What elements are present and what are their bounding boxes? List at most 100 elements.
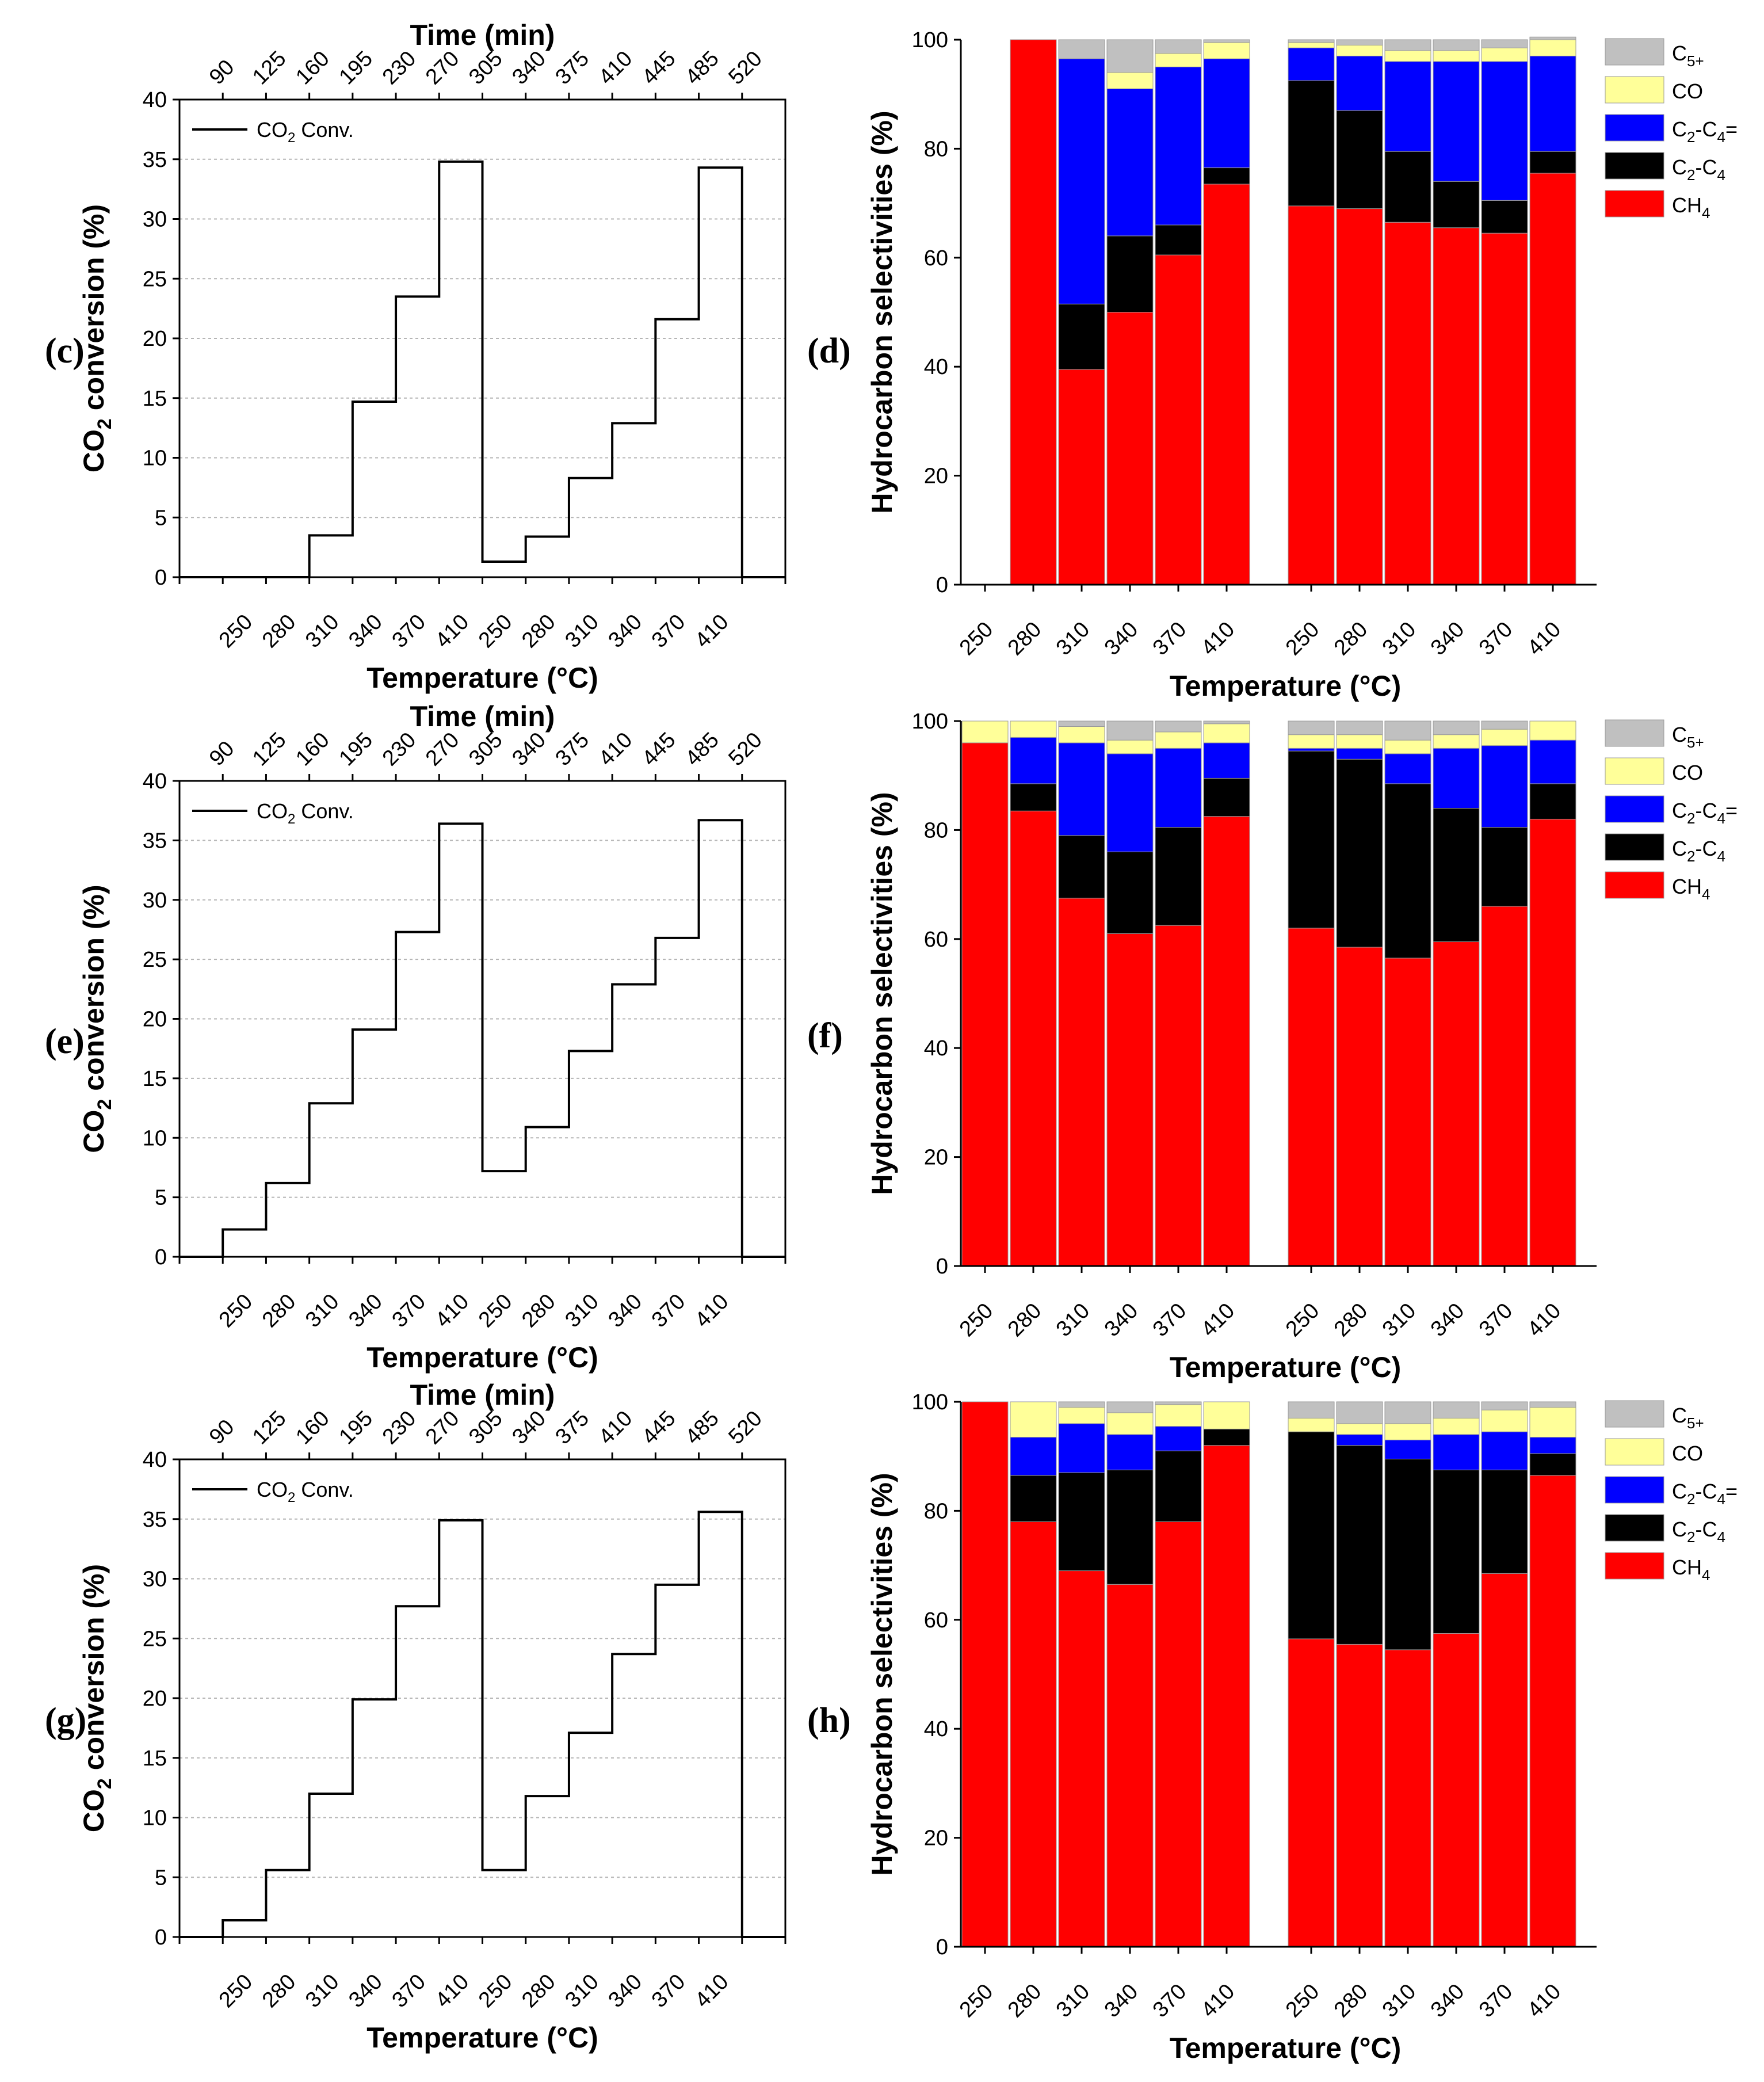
x-tick-label: 280 [1330, 617, 1373, 661]
bar-segment [1155, 39, 1202, 54]
bar-segment [1529, 1406, 1576, 1438]
bar-segment [1155, 224, 1202, 256]
bar-segment [1203, 184, 1250, 585]
bar-segment [1384, 1423, 1431, 1440]
bar-segment [1010, 810, 1057, 1267]
y-tick-label: 30 [143, 208, 167, 232]
bar-segment [1529, 151, 1576, 174]
bar-segment [1336, 39, 1383, 45]
top-tick-label: 125 [248, 47, 291, 90]
bar-segment [1058, 1406, 1105, 1424]
y-tick-label: 15 [143, 1747, 167, 1771]
y-tick-label: 20 [143, 1687, 167, 1711]
legend-swatch [1605, 757, 1664, 785]
conversion-step-line [180, 160, 785, 578]
x-tick-label: 280 [258, 1970, 301, 2013]
legend-label: C5+ [1672, 723, 1704, 751]
panel-letter: (h) [807, 1701, 851, 1740]
bar-segment [1058, 835, 1105, 899]
top-tick-label: 485 [681, 728, 724, 771]
x-tick-label: 340 [1426, 1299, 1469, 1342]
bar-segment [1433, 1434, 1480, 1470]
legend-swatch [1605, 1438, 1664, 1466]
x-tick-label: 370 [1475, 617, 1518, 661]
bar-segment [1010, 39, 1057, 585]
x-tick-label: 310 [301, 1290, 344, 1333]
bar-segment [1010, 1475, 1057, 1522]
y-axis-title: Hydrocarbon selectivities (%) [866, 1473, 898, 1875]
x-tick-label: 410 [1197, 617, 1240, 661]
x-tick-label: 410 [690, 1290, 734, 1333]
y-tick-label: 25 [143, 267, 167, 291]
bar-segment [1106, 1469, 1154, 1585]
top-tick-label: 340 [507, 47, 551, 90]
bar-segment [1288, 734, 1335, 749]
bar-segment [1336, 208, 1383, 585]
x-tick-label: 370 [647, 1290, 690, 1333]
top-tick-label: 160 [291, 47, 334, 90]
legend-label: C2-C4= [1672, 799, 1738, 827]
x-tick-label: 340 [344, 1290, 387, 1333]
bar-segment [1288, 750, 1335, 929]
bar-segment [1433, 1633, 1480, 1947]
conversion-step-line [180, 1511, 785, 1938]
legend-swatch [1605, 719, 1664, 747]
x-tick-label: 410 [431, 1970, 474, 2013]
y-tick-label: 15 [143, 1067, 167, 1091]
bar-segment [1058, 726, 1105, 743]
bar-segment [1288, 47, 1335, 81]
bar-segment [1203, 1401, 1250, 1429]
top-tick-label: 445 [637, 47, 681, 90]
bar-segment [1155, 731, 1202, 749]
bar-segment [1106, 739, 1154, 754]
top-tick-label: 270 [421, 728, 464, 771]
bar-segment [1529, 173, 1576, 585]
bar-segment [1433, 50, 1480, 62]
bar-segment [1481, 906, 1528, 1267]
x-tick-label: 410 [431, 1290, 474, 1333]
y-tick-label: 30 [143, 1568, 167, 1592]
y-axis-title: CO2 conversion (%) [78, 204, 116, 472]
x-tick-label: 310 [1378, 617, 1421, 661]
legend-swatch [1605, 1552, 1664, 1580]
top-tick-label: 520 [724, 47, 767, 90]
bar-segment [1529, 36, 1576, 40]
bar-segment [961, 1401, 1009, 1947]
y-tick-label: 5 [155, 1866, 167, 1890]
y-tick-label: 40 [924, 355, 948, 379]
bar-segment [1336, 1644, 1383, 1947]
x-tick-label: 410 [1523, 1980, 1566, 2023]
x-tick-label: 280 [517, 610, 560, 653]
x-tick-label: 310 [1378, 1980, 1421, 2023]
y-tick-label: 0 [155, 1245, 167, 1269]
legend-swatch [1605, 152, 1664, 180]
bar-segment [1481, 1431, 1528, 1470]
bar-segment [1529, 720, 1576, 741]
bar-segment [1384, 783, 1431, 959]
bar-segment [1433, 1469, 1480, 1634]
bar-segment [1058, 1472, 1105, 1572]
x-tick-label: 280 [1330, 1980, 1373, 2023]
bar-segment [1203, 816, 1250, 1267]
y-tick-label: 60 [924, 1608, 948, 1633]
x-tick-label: 250 [474, 1970, 517, 2013]
x-tick-label: 280 [1330, 1299, 1373, 1342]
bar-segment [1433, 181, 1480, 228]
x-tick-label: 340 [604, 1290, 647, 1333]
bar-segment [1155, 925, 1202, 1267]
x-tick-label: 410 [431, 610, 474, 653]
y-tick-label: 20 [924, 1146, 948, 1170]
bar-segment [1288, 80, 1335, 207]
x-tick-label: 370 [1148, 617, 1192, 661]
bar-segment [1106, 312, 1154, 585]
bar-segment [1058, 58, 1105, 304]
bar-segment [1106, 851, 1154, 934]
bar-segment [1384, 1401, 1431, 1424]
bar-segment [1529, 1453, 1576, 1476]
bar-segment [1058, 369, 1105, 585]
top-tick-label: 485 [681, 47, 724, 90]
x-tick-label: 370 [647, 610, 690, 653]
bar-segment [1203, 58, 1250, 169]
